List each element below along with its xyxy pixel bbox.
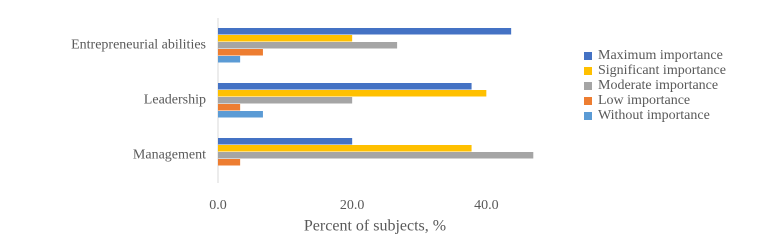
bar <box>218 145 472 152</box>
legend-label: Without importance <box>598 108 710 123</box>
y-tick-label: Leadership <box>144 93 206 108</box>
legend-swatch <box>584 82 592 90</box>
legend-swatch <box>584 67 592 75</box>
legend-swatch <box>584 97 592 105</box>
bar <box>218 97 353 104</box>
legend-label: Maximum importance <box>598 48 723 63</box>
x-tick-label: 40.0 <box>474 198 499 213</box>
bar <box>218 104 241 111</box>
legend-label: Low importance <box>598 93 690 108</box>
bar <box>218 35 353 42</box>
legend-swatch <box>584 112 592 120</box>
x-tick-label: 0.0 <box>209 198 227 213</box>
bar <box>218 138 353 145</box>
bar <box>218 111 263 118</box>
bar <box>218 90 487 97</box>
legend-label: Moderate importance <box>598 78 718 93</box>
legend-label: Significant importance <box>598 63 726 78</box>
x-tick-label: 20.0 <box>340 198 365 213</box>
bar <box>218 83 472 90</box>
bar <box>218 42 398 49</box>
y-tick-label: Management <box>133 148 206 163</box>
y-tick-label: Entrepreneurial abilities <box>71 38 206 53</box>
bar <box>218 49 263 56</box>
x-axis-title: Percent of subjects, % <box>304 218 446 235</box>
bar <box>218 28 512 35</box>
bar <box>218 56 241 63</box>
legend-swatch <box>584 52 592 60</box>
bar <box>218 152 534 159</box>
bar <box>218 159 241 166</box>
